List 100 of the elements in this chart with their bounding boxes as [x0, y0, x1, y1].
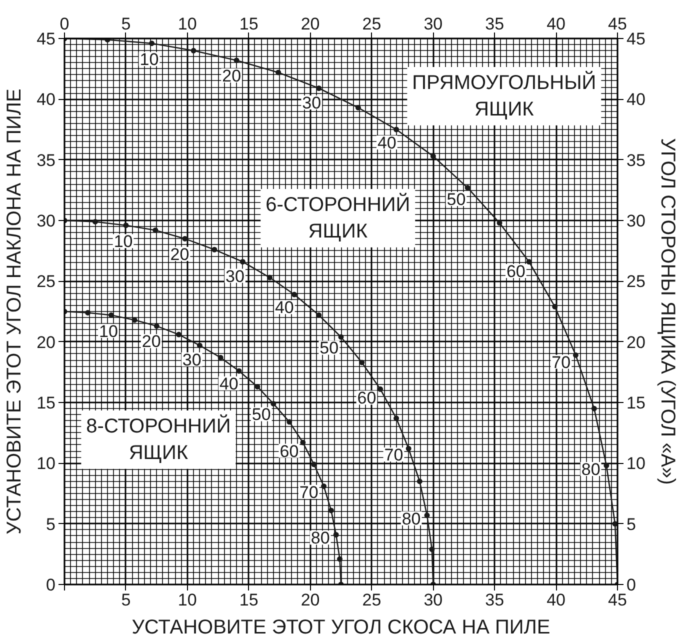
- annotation: 80: [402, 509, 421, 528]
- y-tick-label: 40: [36, 90, 56, 110]
- y-tick-label: 10: [36, 454, 56, 474]
- y2-tick-label: 15: [626, 394, 646, 412]
- point: [359, 360, 365, 366]
- y-tick-label: 5: [46, 514, 56, 534]
- x-tick-label: 40: [546, 590, 566, 610]
- point: [337, 556, 343, 562]
- point: [240, 259, 246, 264]
- y-axis-title: УСТАНОВИТЕ ЭТОТ УГОЛ НАКЛОНА НА ПИЛЕ: [4, 88, 26, 534]
- point: [496, 220, 502, 226]
- point: [154, 323, 160, 329]
- y-tick-label: 30: [36, 212, 56, 230]
- point: [424, 512, 430, 518]
- x2-tick-label: 0: [60, 14, 70, 34]
- x2-tick-label: 15: [239, 14, 258, 34]
- y-tick-label: 25: [36, 272, 56, 292]
- point: [276, 70, 282, 76]
- annotation: 10: [114, 232, 133, 252]
- point: [85, 310, 91, 316]
- annotation: 30: [182, 350, 202, 370]
- x-tick-label: 20: [300, 590, 320, 610]
- point: [526, 259, 532, 264]
- point: [92, 218, 98, 224]
- x-tick-label: 30: [424, 590, 443, 610]
- x2-tick-label: 35: [485, 14, 504, 34]
- point: [316, 312, 322, 318]
- point: [292, 292, 298, 298]
- point: [149, 40, 154, 46]
- point: [406, 446, 412, 452]
- annotation: 70: [384, 446, 404, 465]
- annotation: 10: [140, 50, 159, 70]
- y-tick-label: 35: [36, 150, 56, 170]
- point: [123, 222, 129, 228]
- annotation: 30: [226, 266, 244, 286]
- y2-tick-label: 0: [626, 576, 636, 594]
- y-tick-label: 0: [46, 576, 56, 594]
- point: [355, 104, 361, 110]
- x-tick-label: 35: [485, 590, 504, 610]
- point: [591, 406, 597, 412]
- point: [236, 368, 242, 374]
- series-label: 8-СТОРОННИЙ ЯЩИК: [86, 414, 231, 464]
- point: [430, 153, 436, 159]
- y2-tick-label: 20: [626, 332, 646, 352]
- point: [572, 352, 578, 358]
- annotation: 20: [142, 332, 161, 352]
- point: [378, 386, 384, 392]
- point: [394, 416, 400, 422]
- annotation: 80: [310, 528, 330, 548]
- annotation: 40: [219, 374, 238, 394]
- point: [218, 354, 224, 360]
- annotation: 40: [377, 133, 396, 152]
- point: [176, 332, 182, 338]
- annotation: 70: [552, 352, 571, 372]
- point: [416, 478, 422, 484]
- point: [328, 508, 334, 514]
- y2-axis-title: УГОЛ СТОРОНЫ ЯЩИКА (УГОЛ «А»): [656, 138, 678, 485]
- point: [254, 384, 260, 390]
- x-tick-label: 10: [178, 590, 197, 610]
- x2-tick-label: 20: [300, 14, 320, 34]
- point: [266, 274, 272, 280]
- point: [152, 227, 158, 233]
- point: [333, 532, 339, 538]
- annotation: 60: [506, 262, 526, 281]
- point: [316, 86, 322, 91]
- point: [300, 440, 306, 446]
- point: [552, 304, 558, 310]
- y2-tick-label: 25: [626, 272, 646, 292]
- y-tick-label: 20: [36, 332, 56, 352]
- x-tick-label: 15: [239, 590, 258, 610]
- x2-tick-label: 10: [178, 14, 197, 34]
- annotation: 20: [170, 244, 190, 264]
- annotation: 60: [357, 388, 376, 408]
- point: [311, 462, 317, 468]
- point: [321, 483, 327, 489]
- annotation: 80: [581, 460, 600, 480]
- x-tick-label: 25: [362, 590, 382, 610]
- annotation: 60: [280, 442, 299, 461]
- y2-tick-label: 35: [626, 150, 646, 170]
- x-axis-title: УСТАНОВИТЕ ЭТОТ УГОЛ СКОСА НА ПИЛЕ: [132, 616, 550, 638]
- point: [190, 48, 196, 54]
- point: [338, 334, 344, 340]
- annotation: 50: [252, 405, 271, 424]
- y2-tick-label: 45: [626, 30, 646, 48]
- point: [270, 400, 276, 406]
- y2-tick-label: 40: [626, 90, 646, 110]
- x-tick-label: 45: [608, 590, 627, 610]
- series-label: ПРЯМОУГОЛЬНЫЙ ЯЩИК: [412, 70, 596, 120]
- x2-tick-label: 30: [424, 14, 443, 34]
- point: [212, 246, 218, 252]
- x2-tick-label: 45: [608, 14, 627, 34]
- annotation: 20: [222, 66, 242, 86]
- series-label: 6-СТОРОННИЙ ЯЩИК: [266, 192, 410, 242]
- point: [182, 236, 188, 242]
- point: [234, 58, 240, 64]
- point: [108, 312, 114, 318]
- x2-tick-label: 5: [121, 14, 131, 34]
- annotation: 10: [99, 322, 118, 341]
- x2-tick-label: 40: [546, 14, 566, 34]
- point: [286, 419, 292, 425]
